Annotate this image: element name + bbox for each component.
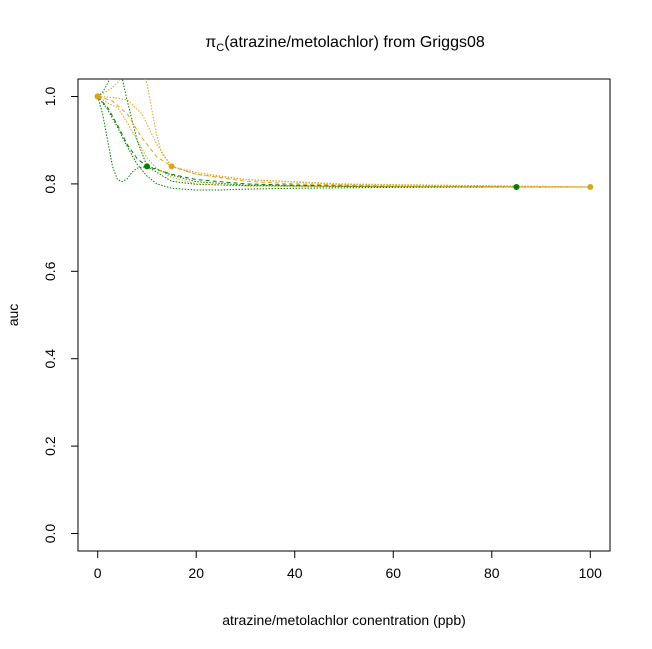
y-tick-label: 0.6	[42, 261, 58, 281]
series-1-point-2	[587, 183, 594, 190]
x-tick-label: 60	[385, 565, 401, 581]
series-1-curve-3	[97, 95, 591, 188]
y-tick-label: 0.0	[42, 524, 58, 544]
x-tick-label: 100	[579, 565, 603, 581]
series-0-point-2	[513, 183, 520, 190]
x-tick-label: 40	[287, 565, 303, 581]
series-1-curve-2	[97, 96, 591, 188]
x-axis: 0 20 40 60 80 100	[94, 550, 603, 581]
x-tick-label: 20	[188, 565, 204, 581]
y-axis: 0.0 0.2 0.4 0.6 0.8 1.0	[42, 87, 79, 544]
points-layer	[94, 93, 594, 190]
curves-layer	[97, 79, 591, 191]
series-0-point-1	[143, 163, 150, 170]
title-rest: (atrazine/metolachlor) from Griggs08	[224, 34, 485, 51]
series-1-point-1	[168, 163, 175, 170]
y-tick-label: 0.4	[42, 349, 58, 369]
series-0-curve-3	[97, 96, 591, 191]
plot-area-frame	[77, 78, 611, 552]
title-subscript: C	[216, 42, 224, 54]
series-0-curve-0	[97, 96, 591, 188]
y-axis-label: auc	[5, 304, 21, 327]
series-1-point-0	[94, 93, 101, 100]
y-tick-label: 0.2	[42, 436, 58, 456]
x-axis-label: atrazine/metolachlor conentration (ppb)	[222, 612, 466, 628]
y-tick-label: 0.8	[42, 174, 58, 194]
series-1-curve-0	[97, 96, 591, 188]
x-tick-label: 0	[94, 565, 102, 581]
y-tick-label: 1.0	[42, 87, 58, 107]
x-tick-label: 80	[484, 565, 500, 581]
title-prefix: π	[205, 34, 216, 51]
chart-title: πC(atrazine/metolachlor) from Griggs08	[205, 34, 485, 54]
series-0-curve-2	[97, 96, 591, 188]
